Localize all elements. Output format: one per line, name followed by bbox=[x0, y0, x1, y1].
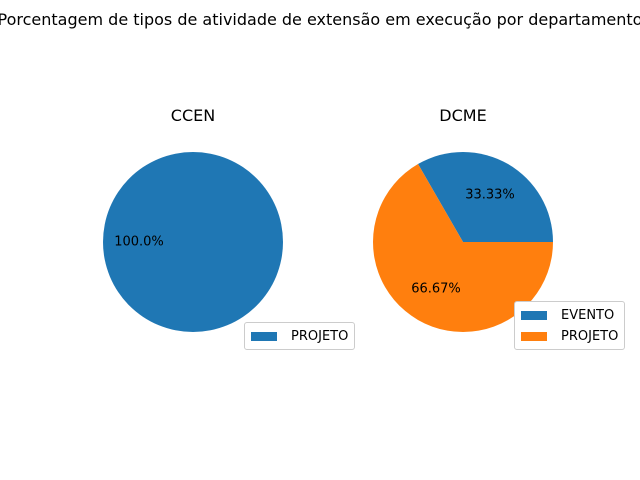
legend-label: PROJETO bbox=[291, 329, 349, 344]
pie-slice-projeto bbox=[372, 164, 553, 333]
legend-item: PROJETO bbox=[519, 326, 618, 347]
pie-chart-ccen: 100.0% bbox=[103, 152, 283, 332]
pie-chart-dcme: 33.33% 66.67% bbox=[372, 152, 553, 333]
legend-label: EVENTO bbox=[561, 308, 615, 323]
legend-swatch bbox=[521, 332, 547, 341]
pie-percentage-label: 66.67% bbox=[411, 281, 461, 296]
chart-title-dcme: DCME bbox=[439, 106, 486, 125]
legend-swatch bbox=[521, 311, 547, 320]
figure-title: Porcentagem de tipos de atividade de ext… bbox=[0, 10, 640, 29]
legend-item: EVENTO bbox=[519, 305, 618, 326]
pie-slice-projeto bbox=[103, 152, 283, 332]
legend-swatch bbox=[251, 332, 277, 341]
legend-label: PROJETO bbox=[561, 329, 619, 344]
legend-item: PROJETO bbox=[249, 326, 348, 347]
legend-ccen: PROJETO bbox=[244, 322, 356, 350]
chart-title-ccen: CCEN bbox=[171, 106, 215, 125]
pie-slice-evento bbox=[418, 152, 553, 242]
legend-dcme: EVENTO PROJETO bbox=[514, 301, 626, 350]
pie-percentage-label: 33.33% bbox=[465, 188, 515, 203]
pie-percentage-label: 100.0% bbox=[114, 235, 164, 250]
